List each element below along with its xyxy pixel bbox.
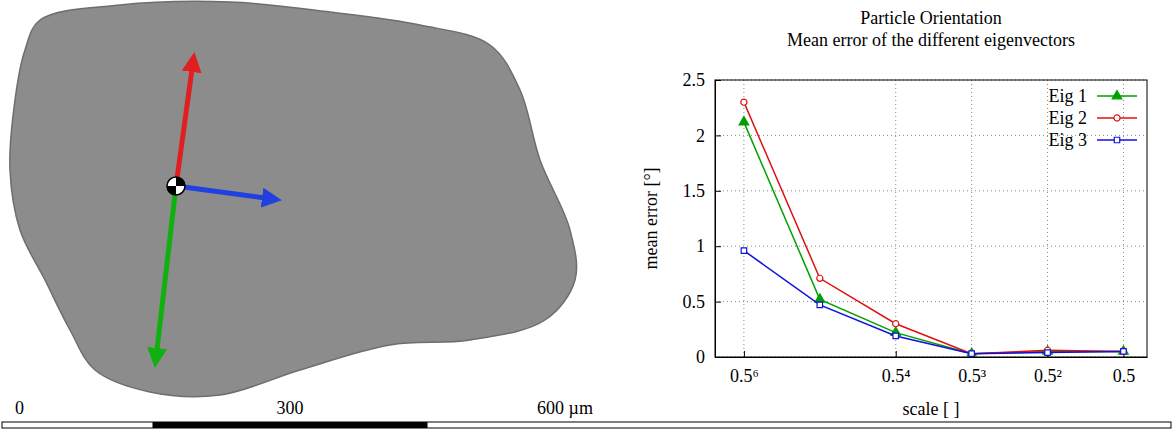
- grid-line: [895, 80, 896, 357]
- centroid: [167, 177, 185, 195]
- centroid: [167, 186, 176, 195]
- tick: 0.5³: [958, 351, 987, 386]
- scale-bar-label: 300: [277, 398, 304, 418]
- data-point: [969, 351, 975, 357]
- chart-subtitle: Mean error of the different eigenvectors: [787, 30, 1075, 50]
- data-point: [1121, 349, 1126, 354]
- tick-mark: [715, 302, 721, 303]
- tick-mark: [715, 135, 721, 136]
- scale-bar-segment: [153, 422, 428, 428]
- data-point: [817, 275, 823, 281]
- x-axis-title: scale [ ]: [903, 399, 960, 419]
- tick-label: 0.5⁶: [730, 366, 759, 386]
- legend-label: Eig 3: [1049, 130, 1088, 150]
- tick-label: 2: [696, 126, 705, 146]
- tick-label: 0.5: [683, 292, 706, 312]
- tick-label: 1.5: [683, 181, 706, 201]
- series-line: [744, 102, 1124, 354]
- tick-label: 0: [696, 347, 705, 367]
- tick: 2: [696, 126, 721, 146]
- grid: [715, 80, 1147, 357]
- tick-label: 0.5: [1113, 366, 1136, 386]
- tick-mark: [715, 191, 721, 192]
- scale-bar: 0 300 600 µm: [2, 398, 1171, 428]
- grid-line: [715, 246, 1147, 247]
- y-axis-title: mean error [°]: [641, 167, 661, 269]
- data-point: [969, 351, 974, 356]
- tick: 1: [696, 236, 721, 256]
- legend-item: Eig 2: [1049, 108, 1138, 128]
- data-point: [893, 333, 898, 338]
- grid-line: [971, 80, 972, 357]
- chart: Particle OrientationMean error of the di…: [641, 8, 1148, 419]
- grid-line: [1123, 80, 1124, 357]
- legend-label: Eig 1: [1049, 86, 1088, 106]
- legend: Eig 1Eig 2Eig 3: [1049, 86, 1138, 150]
- tick: 0.5⁴: [882, 351, 911, 386]
- data-point: [1045, 350, 1050, 355]
- axis-arrow: [176, 186, 272, 199]
- tick-mark: [896, 351, 897, 357]
- tick-label: 2.5: [683, 70, 706, 90]
- data-point: [893, 321, 899, 327]
- tick-label: 0.5⁴: [882, 366, 911, 386]
- tick: 0.5⁶: [730, 351, 759, 386]
- tick-label: 0.5³: [958, 366, 987, 386]
- data-point: [741, 248, 746, 253]
- particle: [10, 1, 577, 396]
- scale-bar-label: 0: [15, 398, 24, 418]
- legend-marker: [1114, 115, 1120, 121]
- scale-bar-label: 600 µm: [537, 398, 593, 418]
- centroid: [176, 177, 185, 186]
- legend-item: Eig 1: [1049, 86, 1138, 106]
- series-line: [744, 251, 1124, 354]
- axis-arrow: [176, 62, 193, 186]
- tick-mark: [715, 246, 721, 247]
- data-point: [1119, 346, 1129, 354]
- x-axis: 0.5⁶ 0.5⁴ 0.5³ 0.5² 0.5: [716, 351, 1148, 386]
- legend-marker: [1114, 137, 1119, 142]
- data-point: [815, 294, 825, 302]
- chart-title: Particle Orientation: [860, 8, 1001, 28]
- axis-arrow: [156, 186, 176, 358]
- legend-item: Eig 3: [1049, 130, 1138, 150]
- grid-line: [715, 190, 1147, 191]
- data-point: [741, 99, 747, 105]
- legend-marker: [1112, 90, 1122, 98]
- figure: 0 300 600 µm Particle OrientationMean error…: [0, 0, 1173, 435]
- tick-mark: [744, 351, 745, 357]
- tick: 0.5²: [1034, 351, 1062, 386]
- data-point: [739, 117, 749, 125]
- plot-frame: [715, 80, 1147, 357]
- grid-line: [715, 301, 1147, 302]
- series-line: [744, 122, 1124, 354]
- tick-label: 0.5²: [1034, 366, 1062, 386]
- tick-label: 1: [696, 236, 705, 256]
- data-point: [817, 302, 822, 307]
- legend-label: Eig 2: [1049, 108, 1088, 128]
- plot-area: [739, 99, 1128, 357]
- data-point: [1120, 348, 1126, 354]
- scale-bar-frame: [2, 422, 1171, 428]
- particle-image: [10, 1, 577, 396]
- tick: 0.5: [1113, 351, 1136, 386]
